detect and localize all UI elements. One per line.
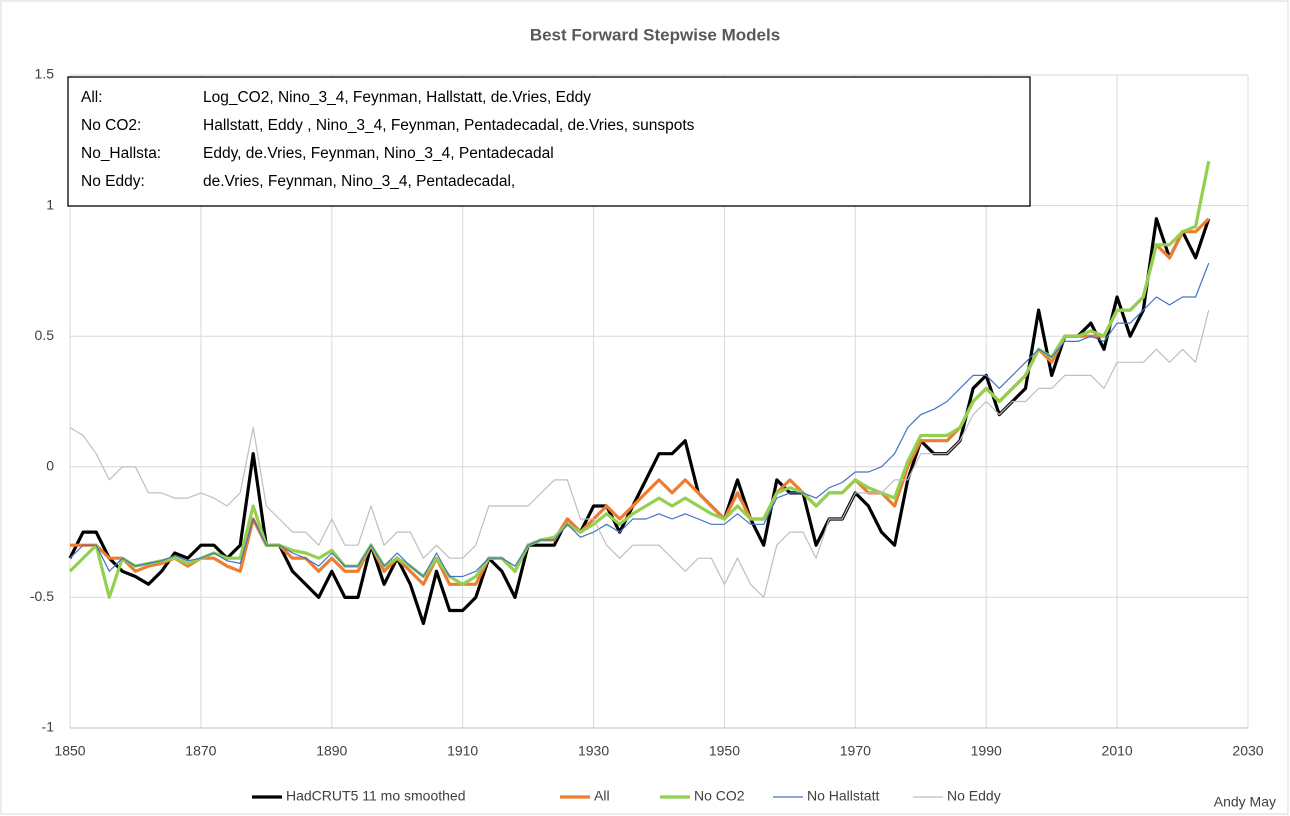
x-tick-label: 1970 (840, 743, 871, 759)
series-line (68, 217, 1211, 626)
credit: Andy May (1214, 794, 1276, 810)
x-tick-label: 1870 (185, 743, 216, 759)
annotation-label: No_Hallsta: (81, 145, 161, 162)
series-line (69, 262, 1210, 578)
y-tick-label: 0 (46, 458, 54, 474)
x-tick-label: 1990 (971, 743, 1002, 759)
y-tick-label: 1 (46, 196, 54, 212)
x-tick-label: 1930 (578, 743, 609, 759)
annotation-text: Hallstatt, Eddy , Nino_3_4, Feynman, Pen… (203, 117, 695, 134)
legend-label: No CO2 (694, 788, 745, 804)
annotation-label: No Eddy: (81, 173, 145, 190)
legend-label: All (594, 788, 610, 804)
chart-title: Best Forward Stepwise Models (530, 25, 780, 44)
legend-label: No Hallstatt (807, 788, 879, 804)
annotation-text: Eddy, de.Vries, Feynman, Nino_3_4, Penta… (203, 145, 554, 162)
legend-label: No Eddy (947, 788, 1001, 804)
series-line (68, 160, 1211, 599)
x-tick-label: 1890 (316, 743, 347, 759)
annotation-box (67, 76, 1031, 207)
x-tick-label: 1850 (54, 743, 85, 759)
annotation-text: Log_CO2, Nino_3_4, Feynman, Hallstatt, d… (203, 89, 591, 106)
x-tick-label: 2030 (1232, 743, 1263, 759)
annotation-label: No CO2: (81, 117, 141, 134)
x-tick-label: 2010 (1102, 743, 1133, 759)
legend-label: HadCRUT5 11 mo smoothed (286, 788, 465, 804)
y-tick-label: 1.5 (35, 66, 55, 82)
x-tick-label: 1910 (447, 743, 478, 759)
y-tick-label: -0.5 (30, 588, 54, 604)
x-tick-label: 1950 (709, 743, 740, 759)
series-line (69, 309, 1210, 598)
y-tick-label: -1 (42, 719, 55, 735)
annotation-text: de.Vries, Feynman, Nino_3_4, Pentadecada… (203, 173, 515, 190)
y-tick-label: 0.5 (35, 327, 55, 343)
annotation-label: All: (81, 89, 103, 106)
